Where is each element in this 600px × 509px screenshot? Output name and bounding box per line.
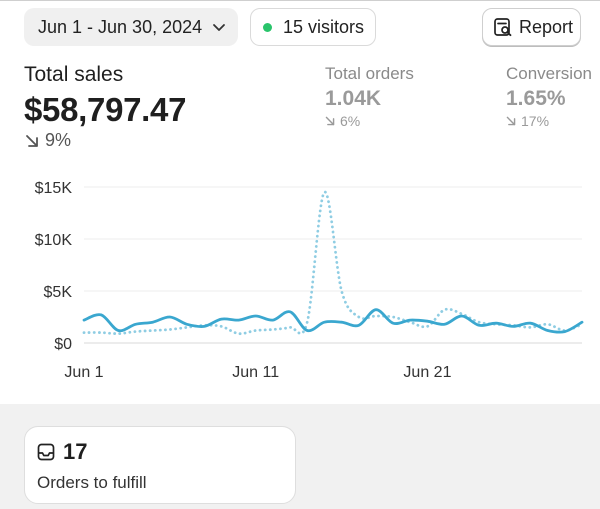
orders-to-fulfill-count: 17 (63, 439, 88, 464)
y-tick-label: $15K (35, 180, 73, 197)
visitors-label: 15 visitors (283, 16, 365, 37)
x-tick-label: Jun 1 (64, 364, 103, 381)
total-sales-change-value: 9% (45, 130, 72, 150)
total-orders-change-value: 6% (340, 113, 361, 129)
arrow-down-right-icon (506, 116, 516, 126)
date-range-label: Jun 1 - Jun 30, 2024 (38, 16, 203, 37)
top-border (0, 0, 600, 1)
report-button[interactable]: Report (482, 8, 581, 46)
y-tick-label: $10K (35, 232, 73, 249)
chevron-down-icon (213, 24, 226, 31)
y-tick-label: $5K (44, 284, 73, 301)
arrow-down-right-icon (325, 116, 335, 126)
total-sales-label: Total sales (24, 63, 124, 86)
current-period-series-line (82, 308, 584, 334)
conversion-label: Conversion (506, 64, 592, 83)
x-tick-label: Jun 11 (232, 364, 279, 381)
arrow-down-right-icon (26, 134, 38, 147)
conversion-change-value: 17% (521, 113, 550, 129)
total-sales-change: 9% (25, 130, 71, 151)
total-orders-label: Total orders (325, 64, 414, 83)
previous-period-series-line (82, 190, 584, 336)
sales-line-chart: $0 $5K $10K $15K Jun 1 Jun 11 Jun 21 (35, 180, 584, 381)
total-orders-value: 1.04K (325, 87, 382, 110)
conversion-value: 1.65% (506, 87, 566, 110)
live-status-dot (263, 22, 272, 32)
live-visitors-button[interactable]: 15 visitors (250, 8, 376, 46)
inbox-icon (37, 443, 55, 461)
total-orders-change: 6% (325, 113, 360, 129)
report-label: Report (519, 16, 574, 37)
total-sales-value: $58,797.47 (24, 91, 187, 128)
orders-to-fulfill-label: Orders to fulfill (37, 473, 147, 492)
conversion-change: 17% (506, 113, 549, 129)
report-icon (494, 18, 512, 37)
x-tick-label: Jun 21 (403, 364, 451, 381)
date-range-selector[interactable]: Jun 1 - Jun 30, 2024 (24, 8, 238, 46)
y-tick-label: $0 (54, 336, 72, 353)
orders-to-fulfill-card[interactable]: 17 Orders to fulfill (24, 426, 296, 504)
